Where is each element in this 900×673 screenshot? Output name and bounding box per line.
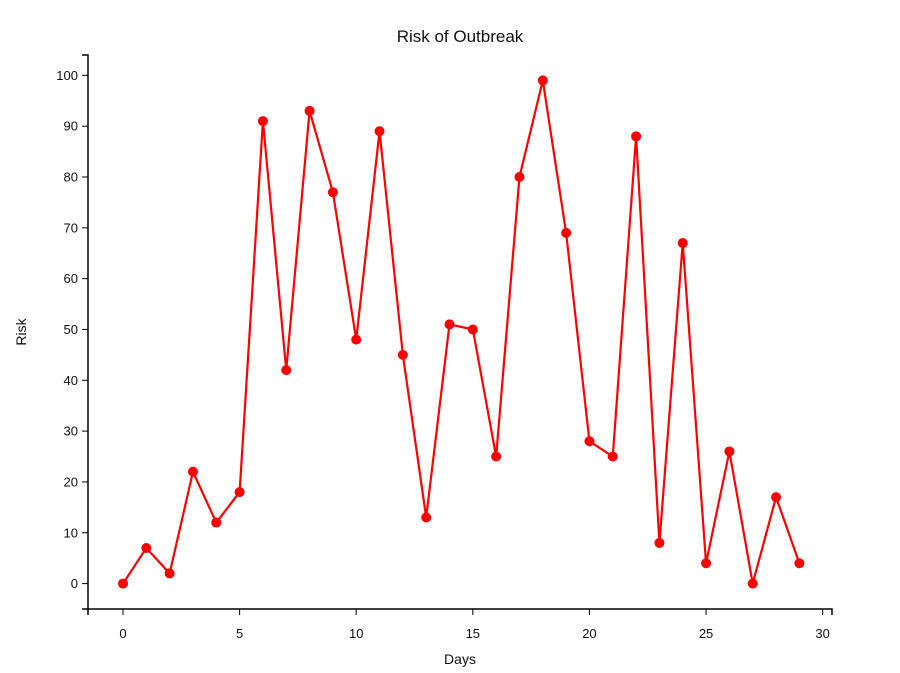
data-point — [351, 334, 362, 345]
data-point — [701, 558, 712, 569]
x-tick-label: 20 — [582, 626, 596, 641]
y-axis-line — [82, 54, 89, 610]
data-point — [304, 105, 315, 116]
data-point — [771, 492, 782, 503]
y-tick-label: 60 — [64, 271, 78, 286]
data-point — [327, 187, 338, 198]
y-tick-label: 10 — [64, 525, 78, 540]
y-axis-label: Risk — [13, 317, 29, 345]
data-point — [141, 543, 152, 554]
data-point — [607, 451, 618, 462]
data-point — [724, 446, 735, 457]
y-tick-label: 80 — [64, 169, 78, 184]
y-tick-label: 0 — [71, 576, 78, 591]
data-point — [747, 578, 758, 589]
data-point — [537, 75, 548, 86]
data-point — [281, 365, 292, 376]
x-tick-label: 25 — [699, 626, 713, 641]
x-axis-line — [87, 608, 833, 615]
y-axis: 0 10 20 30 40 50 60 70 80 90 100 — [56, 54, 89, 610]
data-point — [374, 126, 385, 137]
data-point — [561, 227, 572, 238]
data-point — [631, 131, 642, 142]
data-point — [234, 487, 245, 498]
data-point — [211, 517, 222, 528]
y-tick-label: 70 — [64, 220, 78, 235]
data-point — [514, 171, 525, 182]
x-tick-label: 5 — [236, 626, 243, 641]
data-point — [584, 436, 595, 447]
data-point — [397, 349, 408, 360]
y-tick-label: 100 — [56, 68, 78, 83]
y-tick-label: 50 — [64, 322, 78, 337]
series-line — [122, 80, 801, 585]
y-tick-label: 20 — [64, 474, 78, 489]
series-layer — [117, 75, 805, 589]
x-tick-label: 15 — [466, 626, 480, 641]
x-tick-label: 10 — [349, 626, 363, 641]
data-point — [794, 558, 805, 569]
y-tick-label: 30 — [64, 424, 78, 439]
data-point — [654, 537, 665, 548]
x-axis-label: Days — [444, 651, 476, 667]
y-tick-label: 90 — [64, 119, 78, 134]
y-tick-label: 40 — [64, 373, 78, 388]
data-point — [677, 238, 688, 249]
x-axis: 0 5 10 15 20 25 30 — [87, 608, 833, 641]
data-point — [467, 324, 478, 335]
x-tick-label: 30 — [815, 626, 829, 641]
data-point — [164, 568, 175, 579]
data-point — [444, 319, 455, 330]
chart-title: Risk of Outbreak — [397, 27, 524, 46]
data-point — [421, 512, 432, 523]
data-point — [187, 466, 198, 477]
data-point — [257, 116, 268, 127]
x-tick-label: 0 — [119, 626, 126, 641]
data-point — [491, 451, 502, 462]
data-point — [117, 578, 128, 589]
